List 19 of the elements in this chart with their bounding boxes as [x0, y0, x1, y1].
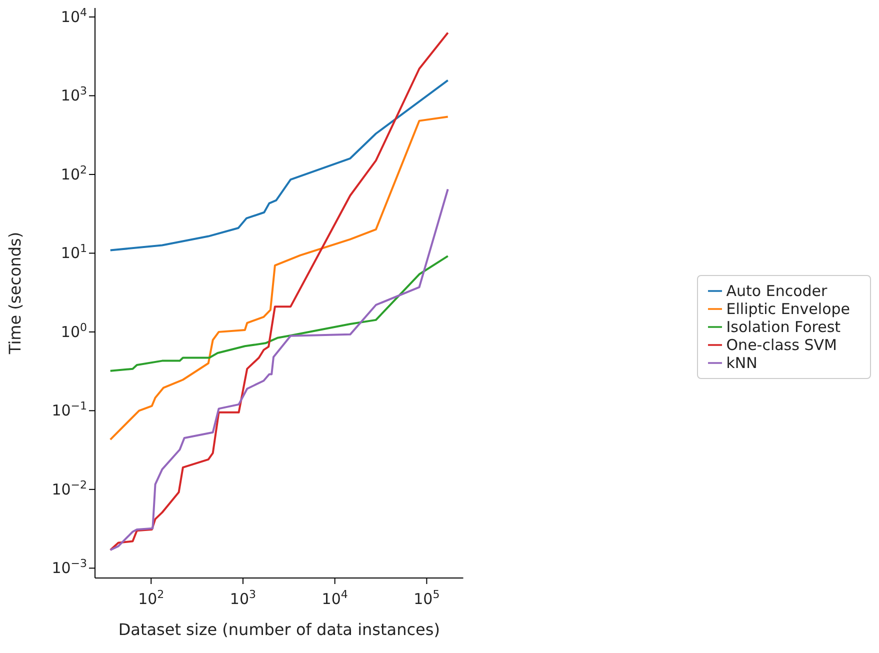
legend-label: Isolation Forest — [726, 318, 841, 336]
y-tick-label: 10$^{0}$ — [60, 320, 87, 341]
y-tick-label: 10$^{1}$ — [60, 242, 87, 262]
legend-label: Auto Encoder — [726, 282, 828, 300]
legend-label: kNN — [726, 354, 758, 372]
y-tick-label: 10$^{−3}$ — [52, 556, 87, 578]
x-axis-title: Dataset size (number of data instances) — [118, 620, 440, 639]
legend-label: One-class SVM — [726, 336, 837, 354]
x-tick-label: 10$^{2}$ — [138, 588, 164, 608]
x-tick-label: 10$^{3}$ — [230, 588, 256, 608]
x-tick-label: 10$^{4}$ — [322, 588, 348, 608]
x-tick-label: 10$^{5}$ — [414, 588, 440, 608]
y-tick-label: 10$^{−2}$ — [52, 478, 87, 498]
y-tick-label: 10$^{3}$ — [60, 84, 87, 105]
y-tick-label: 10$^{4}$ — [60, 5, 87, 26]
y-tick-label: 10$^{2}$ — [60, 162, 87, 184]
y-axis-title: Time (seconds) — [6, 232, 25, 356]
y-tick-label: 10$^{−1}$ — [52, 399, 87, 420]
legend-label: Elliptic Envelope — [726, 300, 850, 318]
